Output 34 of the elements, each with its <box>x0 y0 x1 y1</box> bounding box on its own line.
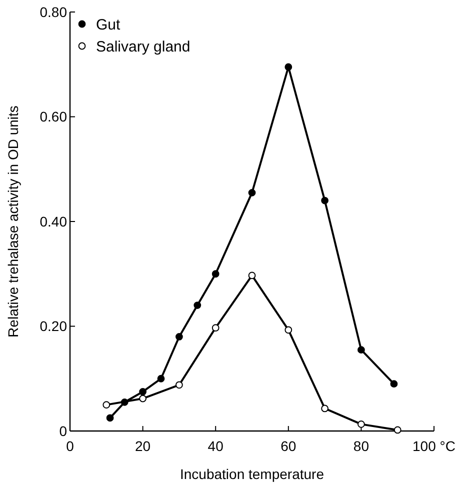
point <box>212 270 220 278</box>
point <box>321 404 328 412</box>
point <box>157 374 165 382</box>
point <box>106 414 114 422</box>
point <box>248 272 256 280</box>
point <box>358 420 365 428</box>
y-tick-label: 0.40 <box>40 213 68 230</box>
x-tick-label: 40 <box>208 438 224 454</box>
point <box>284 63 292 71</box>
legend-label: Salivary gland <box>96 38 190 56</box>
point <box>102 401 110 409</box>
point <box>284 326 292 334</box>
legend-label: Gut <box>96 16 122 34</box>
x-tick-label: 100 °C <box>412 438 456 454</box>
y-tick-label: 0 <box>59 422 68 439</box>
y-tick-label: 0.20 <box>40 318 68 334</box>
point <box>248 188 256 196</box>
point <box>394 426 402 434</box>
point <box>358 346 365 354</box>
point <box>176 381 183 389</box>
y-tick-label: 0.80 <box>40 4 68 20</box>
point <box>321 196 328 204</box>
x-tick-label: 20 <box>135 438 151 454</box>
point <box>212 324 220 332</box>
point <box>139 388 146 396</box>
point <box>390 380 398 388</box>
y-tick-label: 0.60 <box>40 108 68 125</box>
point <box>176 333 183 340</box>
x-tick-label: 60 <box>280 438 296 454</box>
y-axis-title: Relative trehalase activity in OD units <box>5 106 21 338</box>
x-tick-label: 80 <box>353 438 370 454</box>
point <box>194 302 202 309</box>
point <box>139 394 146 402</box>
x-axis-title: Incubation temperature <box>180 466 324 482</box>
